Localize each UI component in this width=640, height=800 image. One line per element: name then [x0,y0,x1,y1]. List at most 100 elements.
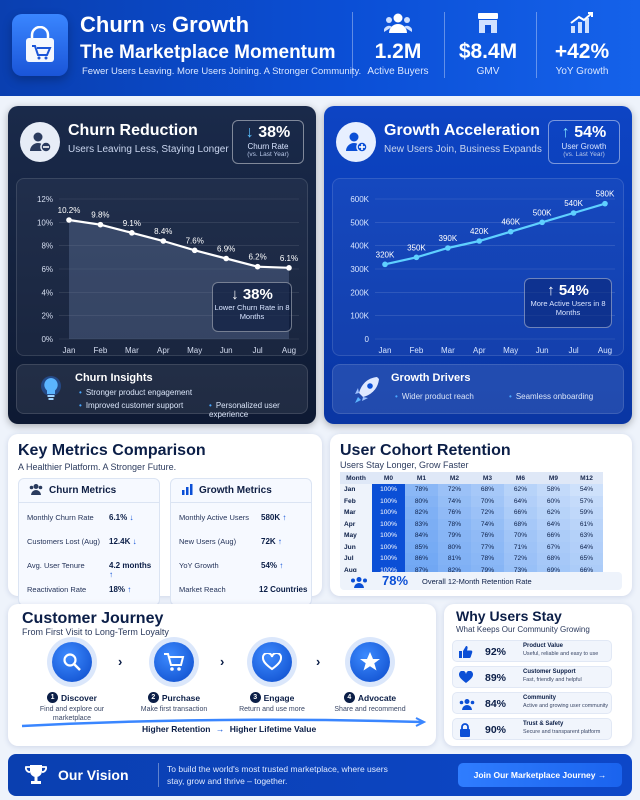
cohort-cell: 100% [372,564,405,576]
data-label: 7.6% [186,236,204,245]
churn-insights-panel: Churn Insights Stronger product engageme… [16,364,308,419]
metric-row: Monthly Churn Rate 6.1% ↓ [27,513,134,522]
rocket-icon [353,375,381,410]
cohort-cell: 78% [405,484,438,496]
lightbulb-icon [39,375,63,410]
cohort-cell: 66% [537,530,570,542]
data-label: 580K [596,190,615,199]
y-tick-label: 12% [37,195,53,204]
cohort-cell: 74% [438,495,471,507]
cohort-column-header: M6 [504,472,537,484]
cohort-cell: 62% [537,507,570,519]
cohort-cell: 72% [438,484,471,496]
cohort-column-header: M3 [471,472,504,484]
cohort-cell: 72% [504,553,537,565]
growth-title: Growth Acceleration [384,122,540,139]
y-tick-label: 4% [41,288,53,297]
journey-step-advocate: 4 Advocate Share and recommend [332,642,408,714]
data-label: 9.1% [123,219,141,228]
cohort-cell: 72% [471,507,504,519]
cohort-month: Mar [340,507,372,519]
cohort-cell: 81% [438,553,471,565]
data-point [129,230,135,236]
journey-progress-arrow [21,717,427,728]
search-icon [52,642,92,682]
y-tick-label: 0 [365,335,370,344]
churn-series-line [68,218,290,269]
x-tick-label: Feb [94,346,108,355]
cohort-cell: 78% [471,553,504,565]
cohort-month: Jan [340,484,372,496]
cohort-cell: 79% [438,530,471,542]
data-point [445,245,451,251]
metric-row: New Users (Aug) 72K ↑ [179,537,282,546]
cohort-cell: 74% [471,518,504,530]
chevron-right-icon: › [118,654,123,669]
cohort-month: Apr [340,518,372,530]
y-tick-label: 400K [350,242,369,251]
x-tick-label: Jun [536,346,549,355]
cohort-row: Aug 100% 87% 82% 79% 73% 69% 66% [340,564,603,576]
buyers-icon [353,10,443,36]
stat-yoy-growth: +42% YoY Growth [537,10,627,77]
trophy-icon [24,763,48,792]
cohort-column-header: M9 [537,472,570,484]
growth-chart: 0 100K 200K 300K 400K 500K 600K Jan Feb Mar Apr May… [350,190,615,355]
x-tick-label: May [187,346,202,355]
page-title: Churn vs Growth The Marketplace Momentum [80,12,336,63]
growth-subtitle: New Users Join, Business Expands [384,144,542,155]
cohort-cell: 68% [504,518,537,530]
data-point [223,255,229,262]
cohort-row: Jun 100% 85% 80% 77% 71% 67% 64% [340,541,603,553]
data-point [507,228,514,235]
users-icon [29,483,43,498]
y-tick-label: 300K [350,265,369,274]
community-icon [350,575,368,593]
x-tick-label: Jan [379,346,392,355]
data-label: 460K [501,218,520,227]
cohort-row: Feb 100% 80% 74% 70% 64% 60% 57% [340,495,603,507]
page-tagline: Fewer Users Leaving. More Users Joining.… [82,66,362,77]
user-plus-icon [336,122,376,162]
cohort-column-header: Month [340,472,372,484]
metric-row: YoY Growth 54% ↑ [179,561,284,570]
cohort-cell: 86% [405,553,438,565]
data-label: 8.4% [154,227,172,236]
cohort-cell: 82% [438,564,471,576]
cohort-cell: 76% [438,507,471,519]
vision-footer: Our Vision To build the world's most tru… [8,754,632,796]
x-tick-label: Jul [568,346,578,355]
journey-step-engage: 3 Engage Return and use more [234,642,310,714]
data-label: 6.9% [217,245,235,254]
cohort-cell: 65% [570,553,603,565]
x-tick-label: Aug [598,346,612,355]
community-icon [459,697,475,711]
cohort-cell: 77% [471,541,504,553]
cohort-month: Jul [340,553,372,565]
data-point [602,200,608,207]
shopping-bag-icon [12,14,68,76]
cohort-cell: 76% [471,530,504,542]
y-tick-label: 600K [350,195,369,204]
cohort-cell: 68% [471,484,504,496]
data-point [476,238,483,244]
cohort-cell: 100% [372,553,405,565]
cohort-cell: 100% [372,484,405,496]
data-label: 10.2% [58,206,81,215]
cohort-cell: 85% [405,541,438,553]
user-growth-badge: ↑ 54% User Growth (vs. Last Year) [548,120,620,164]
cohort-row: Mar 100% 82% 76% 72% 66% 62% 59% [340,507,603,519]
cohort-cell: 61% [570,518,603,530]
stat-gmv: $8.4M GMV [443,10,533,77]
heart-icon [252,642,292,682]
x-tick-label: Mar [125,346,139,355]
cohort-cell: 70% [504,530,537,542]
cohort-row: Apr 100% 83% 78% 74% 68% 64% 61% [340,518,603,530]
cohort-table: Month M0 M1 M2 M3 M6 M9 M12 Jan 100% 78% 72% 68% 62%… [340,472,603,576]
metric-row: Monthly Active Users 580K ↑ [179,513,287,522]
growth-metrics-table: Growth Metrics Monthly Active Users 580K … [170,478,312,606]
data-label: 420K [470,227,489,236]
journey-outcome: Higher Retention → Higher Lifetime Value [142,724,317,734]
join-journey-button[interactable]: Join Our Marketplace Journey → [458,763,622,787]
y-tick-label: 0% [41,335,53,344]
